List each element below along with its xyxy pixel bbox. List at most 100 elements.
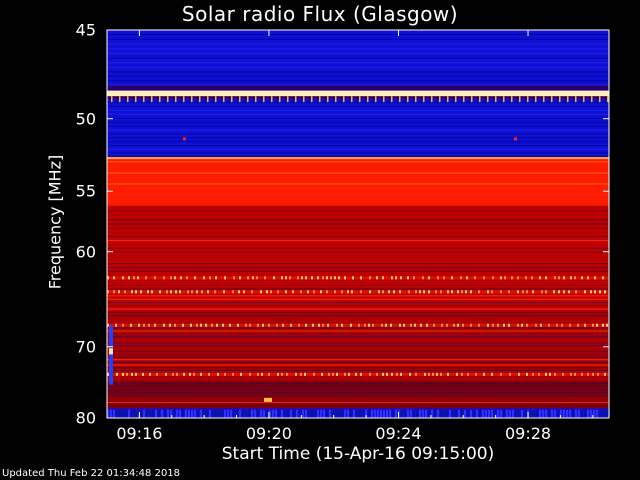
saturated-tick bbox=[199, 96, 201, 103]
interference-dash bbox=[249, 372, 251, 376]
bottom-band-texture bbox=[404, 409, 406, 418]
upper-band-stripe bbox=[107, 172, 609, 174]
bottom-band-texture bbox=[545, 409, 547, 418]
interference-dash bbox=[179, 290, 181, 294]
interference-dash bbox=[334, 290, 336, 294]
blue-texture-row bbox=[107, 66, 609, 68]
interference-dash bbox=[344, 372, 346, 376]
interference-dash bbox=[196, 323, 198, 327]
bottom-band-texture bbox=[386, 409, 388, 418]
interference-dash bbox=[410, 323, 412, 327]
bottom-band-texture bbox=[599, 409, 601, 418]
blue-texture-row bbox=[107, 75, 609, 77]
saturated-tick bbox=[399, 96, 401, 103]
interference-dash bbox=[526, 372, 528, 376]
interference-dash bbox=[492, 323, 494, 327]
interference-dash bbox=[175, 290, 177, 294]
bottom-band-texture bbox=[308, 409, 310, 418]
interference-dash bbox=[532, 290, 534, 294]
interference-dash bbox=[318, 323, 320, 327]
texture-row bbox=[107, 239, 609, 242]
bottom-band-texture bbox=[224, 409, 226, 418]
bottom-band-texture bbox=[233, 409, 235, 418]
interference-dash bbox=[322, 323, 324, 327]
interference-dash bbox=[437, 276, 439, 280]
bottom-band-texture bbox=[533, 409, 535, 418]
interference-dash bbox=[369, 276, 371, 280]
interference-dash bbox=[467, 372, 469, 376]
saturated-tick bbox=[279, 96, 281, 103]
interference-dash bbox=[483, 276, 485, 280]
interference-dash bbox=[282, 323, 284, 327]
interference-dash bbox=[328, 372, 330, 376]
interference-dash bbox=[214, 290, 216, 294]
interference-dash bbox=[517, 290, 519, 294]
interference-dash bbox=[558, 290, 560, 294]
interference-dash bbox=[350, 323, 352, 327]
interference-dash bbox=[232, 290, 234, 294]
interference-dash bbox=[326, 276, 328, 280]
interference-dash bbox=[336, 372, 338, 376]
interference-dash bbox=[222, 323, 224, 327]
saturated-tick bbox=[111, 96, 113, 103]
interference-dash bbox=[414, 323, 416, 327]
interference-dash bbox=[465, 290, 467, 294]
texture-row bbox=[107, 387, 609, 389]
interference-dash bbox=[135, 372, 137, 376]
bottom-band-texture bbox=[194, 409, 196, 418]
bottom-band-texture bbox=[299, 409, 301, 418]
interference-dash bbox=[399, 323, 401, 327]
saturated-tick bbox=[335, 96, 337, 103]
upper-band-stripe bbox=[107, 188, 609, 191]
bottom-band-texture bbox=[149, 409, 151, 418]
texture-row bbox=[107, 380, 609, 382]
saturated-tick bbox=[127, 96, 129, 103]
interference-dash bbox=[391, 372, 393, 376]
bottom-band-texture bbox=[167, 409, 169, 418]
interference-dash bbox=[200, 372, 202, 376]
chart-title: Solar radio Flux (Glasgow) bbox=[181, 2, 459, 26]
saturated-tick bbox=[423, 96, 425, 103]
interference-dash bbox=[252, 276, 254, 280]
interference-dash bbox=[107, 276, 109, 280]
bottom-band-texture bbox=[344, 409, 346, 418]
interference-dash bbox=[369, 372, 371, 376]
interference-dash bbox=[461, 290, 463, 294]
texture-row bbox=[107, 359, 609, 361]
bottom-band-texture bbox=[530, 409, 532, 418]
interference-dash bbox=[584, 323, 586, 327]
texture-row bbox=[107, 274, 609, 276]
bottom-band-texture bbox=[281, 409, 283, 418]
interference-dash bbox=[113, 276, 115, 280]
texture-row bbox=[107, 345, 609, 347]
interference-dash bbox=[133, 276, 135, 280]
saturated-tick bbox=[519, 96, 521, 103]
saturated-tick bbox=[207, 96, 209, 103]
interference-dash bbox=[149, 372, 151, 376]
bottom-band-texture bbox=[164, 409, 166, 418]
interference-dash bbox=[562, 372, 564, 376]
interference-dash bbox=[563, 290, 565, 294]
saturated-tick bbox=[119, 96, 121, 103]
bottom-band-texture bbox=[197, 409, 199, 418]
interference-dash bbox=[386, 372, 388, 376]
y-tick-label: 80 bbox=[75, 408, 96, 428]
blue-texture-row bbox=[107, 117, 609, 119]
saturated-tick bbox=[511, 96, 513, 103]
interference-dash bbox=[522, 290, 524, 294]
interference-dash bbox=[154, 276, 156, 280]
bottom-band-texture bbox=[554, 409, 556, 418]
saturated-tick bbox=[367, 96, 369, 103]
interference-dash bbox=[142, 372, 144, 376]
interference-dash bbox=[285, 290, 287, 294]
bottom-band-texture bbox=[302, 409, 304, 418]
saturated-tick bbox=[463, 96, 465, 103]
bottom-band-texture bbox=[362, 409, 364, 418]
texture-row bbox=[107, 367, 609, 369]
interference-dash bbox=[415, 372, 417, 376]
interference-dash bbox=[264, 276, 266, 280]
saturated-tick bbox=[471, 96, 473, 103]
interference-dash bbox=[584, 290, 586, 294]
texture-row bbox=[107, 266, 609, 269]
